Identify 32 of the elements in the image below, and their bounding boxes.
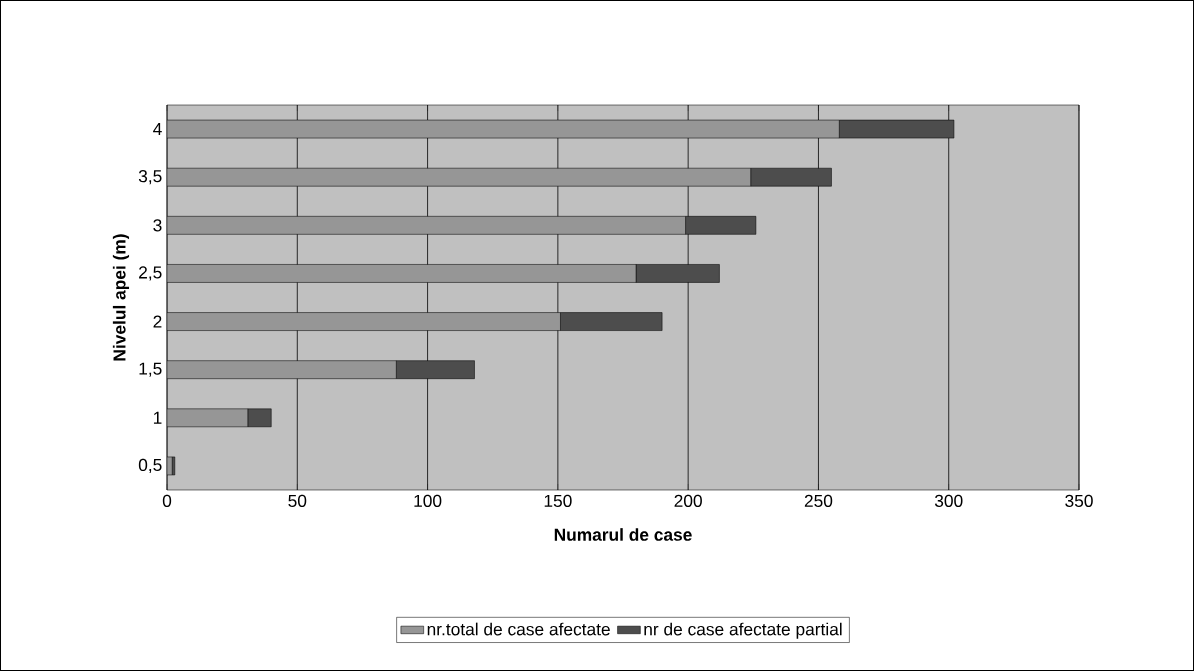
x-tick-label: 300 <box>934 494 963 507</box>
bar <box>167 312 561 331</box>
y-tick-label: 1,5 <box>139 362 162 377</box>
x-tick-label: 250 <box>804 494 833 507</box>
x-axis-title: Numarul de case <box>554 528 692 541</box>
legend-label: nr de case afectate partial <box>644 622 842 639</box>
x-tick-label: 150 <box>544 494 572 507</box>
y-tick-label: 2 <box>153 315 162 328</box>
x-tick-label: 100 <box>414 494 442 507</box>
bar <box>167 360 397 379</box>
bar <box>635 264 720 283</box>
y-axis-title: Nivelul apei (m) <box>112 234 130 361</box>
bar <box>560 312 663 331</box>
x-tick-label: 50 <box>288 494 307 507</box>
bar <box>167 264 637 283</box>
bar <box>167 408 249 428</box>
bar <box>685 216 757 235</box>
y-tick-label: 0,5 <box>138 458 162 474</box>
x-tick-label: 350 <box>1065 494 1093 507</box>
y-tick-label: 2,5 <box>139 266 162 281</box>
y-tick-label: 3,5 <box>138 170 162 185</box>
bar <box>167 216 686 235</box>
bar <box>396 360 475 379</box>
y-tick-label: 1 <box>153 411 162 424</box>
bar <box>167 167 751 187</box>
y-tick-label: 4 <box>153 123 162 136</box>
x-tick-label: 0 <box>162 494 172 507</box>
y-tick-label: 3 <box>153 219 162 232</box>
bar <box>247 408 272 428</box>
legend-label: nr.total de case afectate <box>427 622 610 636</box>
x-tick-label: 200 <box>674 494 702 507</box>
bar <box>750 167 832 187</box>
